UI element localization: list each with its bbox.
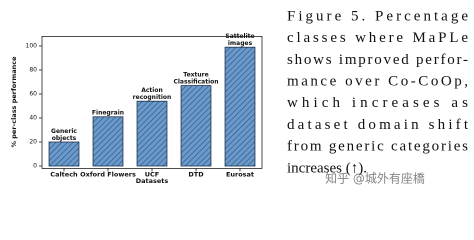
annotation-line: recognition — [133, 94, 172, 101]
caption-line: dataset domain shift — [287, 117, 469, 133]
annotation-line: objects — [52, 135, 77, 142]
x-axis-label: Datasets — [136, 177, 169, 185]
caption-line: shows improved perfor- — [287, 52, 468, 68]
caption-line: classes where MaPLe — [287, 30, 468, 46]
annotation-line: Sattelite — [225, 33, 254, 40]
caption-line: increases (↑). — [287, 160, 367, 176]
x-tick-label: Caltech — [50, 170, 78, 178]
annotation-line: images — [228, 40, 253, 47]
caption-line: from generic categories — [287, 139, 468, 155]
figure: Datasets % per-class performance 知乎 @城外有… — [10, 8, 469, 186]
bar — [136, 100, 168, 167]
bar — [224, 46, 256, 167]
caption-line: Figure 5. Percentage — [287, 8, 468, 24]
bar-annotation: Finegrain — [92, 109, 124, 116]
bar — [180, 85, 212, 167]
caption-line: mance over Co-CoOp, — [287, 74, 468, 90]
y-tick-label: 80 — [29, 67, 37, 74]
annotation-line: Texture — [183, 71, 208, 78]
page: {"chart_data": {"type": "bar", "xlabel":… — [10, 8, 469, 186]
annotation-line: Classification — [173, 78, 218, 85]
y-tick-label: 60 — [29, 91, 37, 98]
y-tick-label: 0 — [33, 163, 37, 170]
y-tick-label: 20 — [29, 139, 37, 146]
x-tick-label: UCF — [145, 170, 160, 178]
bar-annotation: Texture Classification — [173, 71, 218, 85]
y-tick-label: 100 — [26, 43, 38, 50]
x-tick-label: Oxford Flowers — [80, 170, 136, 178]
bar-annotation: Generic objects — [51, 128, 77, 142]
bar-annotation: Sattelite images — [225, 33, 254, 47]
watermark: 知乎 @城外有座橋 — [325, 171, 425, 186]
bar — [48, 141, 80, 167]
caption-line: which increases as — [287, 95, 468, 111]
annotation-line: Generic — [51, 128, 77, 135]
x-tick-label: Eurosat — [226, 170, 254, 178]
y-axis-label: % per-class performance — [10, 56, 18, 148]
y-tick-label: 40 — [29, 115, 37, 122]
annotation-line: Action — [141, 87, 163, 94]
bar — [92, 116, 124, 167]
bar-annotation: Action recognition — [133, 87, 172, 101]
x-tick-label: DTD — [188, 170, 204, 178]
